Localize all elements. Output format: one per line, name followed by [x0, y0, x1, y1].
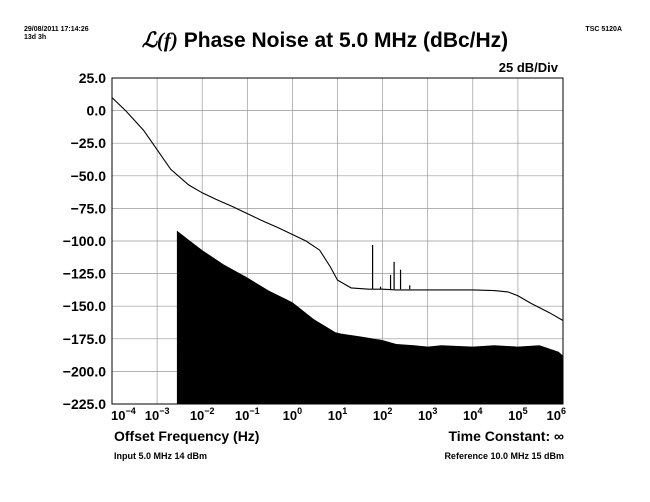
title-text: Phase Noise at 5.0 MHz (dBc/Hz): [183, 29, 509, 52]
y-tick-label: −50.0: [71, 168, 107, 184]
x-tick-label: 101: [328, 406, 347, 423]
title-prefix: ℒ(f): [141, 28, 178, 52]
y-tick-label: −25.0: [71, 135, 107, 151]
y-tick-label: −75.0: [71, 200, 107, 216]
x-tick-label: 10−3: [145, 406, 170, 423]
y-tick-label: −175.0: [63, 331, 106, 347]
x-tick-label: 10−1: [235, 406, 260, 423]
y-tick-label: −225.0: [63, 396, 106, 412]
y-tick-label: −100.0: [63, 233, 106, 249]
x-axis-ticks: 10−4 10−3 10−2 10−1 100 101 102 103 104 105 106: [111, 406, 566, 423]
scale-label: 25 dB/Div: [498, 60, 558, 75]
y-tick-label: −200.0: [63, 363, 106, 379]
x-tick-label: 10−4: [111, 406, 136, 423]
x-tick-label: 106: [547, 406, 566, 423]
timestamp: 29/08/2011 17:14:26: [24, 26, 89, 33]
y-tick-label: −125.0: [63, 266, 106, 282]
measurement-duration: 13d 3h: [24, 34, 47, 41]
measurement-floor-area: [176, 230, 563, 404]
y-tick-label: 0.0: [87, 103, 107, 119]
phase-noise-line: [111, 97, 564, 321]
x-tick-label: 104: [463, 406, 482, 423]
instrument-model: TSC 5120A: [585, 26, 622, 33]
x-tick-label: 105: [508, 406, 527, 423]
chart-title: ℒ(f) Phase Noise at 5.0 MHz (dBc/Hz): [0, 28, 650, 53]
plot-frame: [111, 77, 564, 405]
x-tick-label: 10−2: [190, 406, 215, 423]
x-axis-label: Offset Frequency (Hz): [114, 428, 260, 444]
y-tick-label: −150.0: [63, 298, 106, 314]
y-tick-label: 25.0: [79, 70, 106, 86]
time-constant-label: Time Constant: ∞: [448, 428, 564, 444]
x-tick-label: 102: [373, 406, 392, 423]
x-tick-label: 103: [418, 406, 437, 423]
reference-info: Reference 10.0 MHz 15 dBm: [444, 451, 564, 461]
measurement-floor-series: [176, 230, 563, 404]
x-tick-label: 100: [283, 406, 302, 423]
y-axis-ticks: 25.0 0.0 −25.0 −50.0 −75.0 −100.0 −125.0 −150.0…: [63, 70, 106, 412]
input-info: Input 5.0 MHz 14 dBm: [114, 451, 208, 461]
phase-noise-series: [111, 97, 564, 321]
